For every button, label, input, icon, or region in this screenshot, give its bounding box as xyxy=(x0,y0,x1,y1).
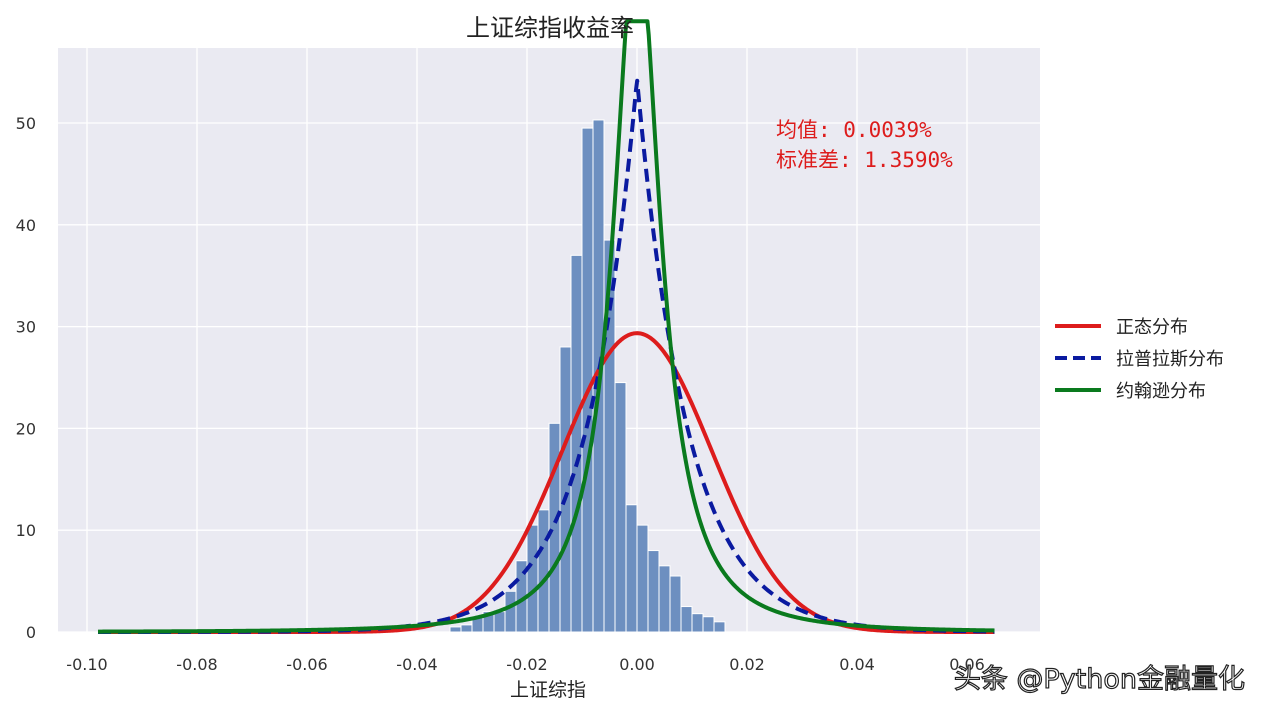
y-tick-label: 50 xyxy=(16,114,36,133)
histogram-bar xyxy=(548,422,561,633)
histogram-bar xyxy=(460,624,473,633)
histogram-bar xyxy=(449,626,462,633)
y-tick-label: 40 xyxy=(16,216,36,235)
x-tick-label: -0.10 xyxy=(66,655,107,674)
x-tick-label: 0.00 xyxy=(619,655,655,674)
legend-label-3: 约翰逊分布 xyxy=(1116,381,1206,402)
x-tick-label: -0.02 xyxy=(506,655,547,674)
x-tick-label: 0.02 xyxy=(729,655,765,674)
histogram-bar xyxy=(680,606,693,633)
y-tick-label: 20 xyxy=(16,419,36,438)
stats-annotation: 均值: 0.0039% 标准差: 1.3590% xyxy=(776,118,953,172)
histogram-bar xyxy=(493,611,506,633)
distribution-curves xyxy=(97,19,996,634)
histogram-bar xyxy=(647,550,660,633)
x-tick-label: 0.06 xyxy=(949,655,985,674)
y-axis-ticks: 0 10 20 30 40 50 xyxy=(16,114,36,642)
histogram-bar xyxy=(504,590,517,633)
histogram-bar xyxy=(614,382,627,633)
x-tick-label: -0.04 xyxy=(396,655,437,674)
histogram-bar xyxy=(625,504,638,633)
histogram-bar xyxy=(636,524,649,633)
histogram-bar xyxy=(570,254,583,633)
y-tick-label: 0 xyxy=(26,623,36,642)
legend-label-1: 正态分布 xyxy=(1116,317,1188,338)
std-annotation: 标准差: 1.3590% xyxy=(776,148,953,172)
x-axis-label: 上证综指 xyxy=(510,679,586,701)
series-line-3 xyxy=(97,19,996,634)
histogram-bar xyxy=(658,565,671,633)
x-tick-label: -0.08 xyxy=(176,655,217,674)
y-tick-label: 30 xyxy=(16,318,36,337)
x-axis-ticks: -0.10 -0.08 -0.06 -0.04 -0.02 0.00 0.02 0.04 0.0… xyxy=(66,655,985,674)
legend-label-2: 拉普拉斯分布 xyxy=(1116,349,1224,370)
x-tick-label: -0.06 xyxy=(286,655,327,674)
histogram-bar xyxy=(691,613,704,633)
watermark: 头条 @Python金融量化 xyxy=(954,664,1245,695)
histogram-bar xyxy=(526,524,539,633)
histogram-bar xyxy=(669,575,682,633)
y-tick-label: 10 xyxy=(16,521,36,540)
histogram-bar xyxy=(559,346,572,633)
histogram-bar xyxy=(713,621,726,633)
mean-annotation: 均值: 0.0039% xyxy=(776,118,932,142)
histogram-bar xyxy=(702,616,715,633)
chart-title: 上证综指收益率 xyxy=(466,14,634,42)
x-tick-label: 0.04 xyxy=(839,655,875,674)
histogram-bar xyxy=(537,509,550,633)
